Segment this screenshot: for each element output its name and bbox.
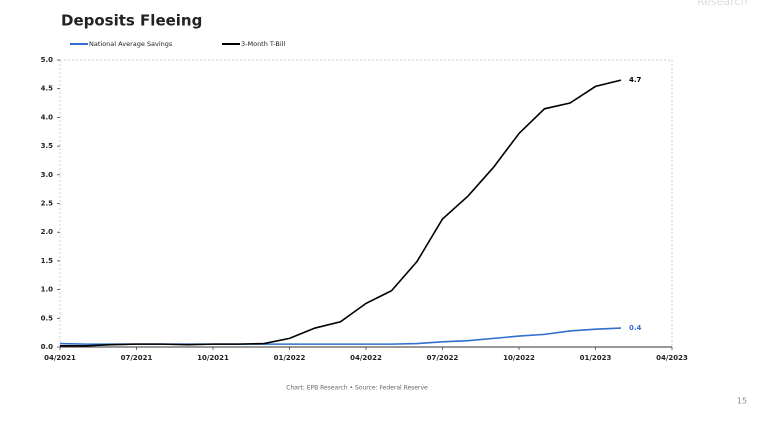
value-label: 4.7 <box>629 76 642 84</box>
y-tick-label: 1.0 <box>41 286 54 294</box>
x-tick-label: 07/2021 <box>121 354 153 362</box>
y-tick-label: 2.0 <box>41 228 54 236</box>
y-tick-label: 0.5 <box>41 314 54 322</box>
y-tick-label: 4.5 <box>41 85 54 93</box>
value-label: 0.4 <box>629 324 642 332</box>
x-tick-label: 01/2023 <box>580 354 612 362</box>
x-tick-label: 04/2022 <box>350 354 382 362</box>
series-line <box>59 327 622 345</box>
x-tick-label: 10/2021 <box>197 354 229 362</box>
legend-label: 3-Month T-Bill <box>241 40 285 48</box>
y-tick-label: 4.0 <box>41 113 54 121</box>
chart-title: Deposits Fleeing <box>61 12 202 30</box>
page-number: 15 <box>737 397 747 406</box>
legend-label: National Average Savings <box>89 40 173 48</box>
x-tick-label: 04/2021 <box>44 354 76 362</box>
y-tick-label: 2.5 <box>41 200 54 208</box>
x-tick-label: 07/2022 <box>427 354 459 362</box>
x-tick-label: 10/2022 <box>503 354 535 362</box>
brand: Research <box>697 0 747 8</box>
x-tick-label: 04/2023 <box>656 354 688 362</box>
series-line <box>60 79 622 347</box>
source: Chart: EPB Research • Source: Federal Re… <box>286 385 428 392</box>
y-tick-label: 0.0 <box>41 343 54 351</box>
y-tick-label: 1.5 <box>41 257 54 265</box>
y-tick-label: 3.0 <box>41 171 54 179</box>
x-tick-label: 01/2022 <box>274 354 306 362</box>
y-tick-label: 3.5 <box>41 142 54 150</box>
y-tick-label: 5.0 <box>41 56 54 64</box>
